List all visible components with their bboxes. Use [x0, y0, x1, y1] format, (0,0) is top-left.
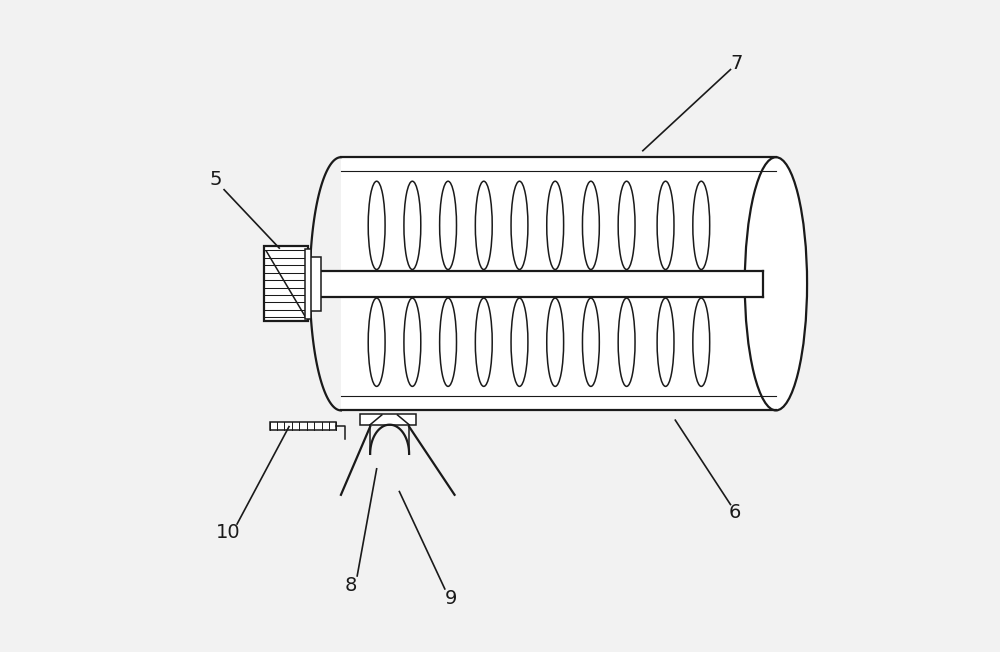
Ellipse shape [511, 181, 528, 269]
Ellipse shape [582, 181, 599, 269]
Text: 5: 5 [209, 170, 222, 190]
Text: 9: 9 [445, 589, 457, 608]
Ellipse shape [511, 298, 528, 387]
Text: 10: 10 [216, 523, 241, 542]
Ellipse shape [368, 298, 385, 387]
Bar [270, 271, 763, 297]
Ellipse shape [475, 181, 492, 269]
Ellipse shape [582, 298, 599, 387]
Ellipse shape [547, 181, 564, 269]
Ellipse shape [745, 157, 807, 410]
Ellipse shape [618, 298, 635, 387]
Bar [360, 413, 416, 425]
Ellipse shape [657, 181, 674, 269]
Bar [264, 246, 308, 321]
Ellipse shape [475, 298, 492, 387]
Text: 8: 8 [344, 576, 357, 595]
Ellipse shape [368, 181, 385, 269]
Text: 6: 6 [729, 503, 741, 522]
Ellipse shape [693, 181, 710, 269]
Ellipse shape [618, 181, 635, 269]
Bar [341, 157, 776, 410]
Ellipse shape [440, 298, 457, 387]
Bar [270, 422, 336, 430]
Bar [308, 256, 321, 311]
Ellipse shape [657, 298, 674, 387]
Ellipse shape [404, 181, 421, 269]
Bar [305, 249, 311, 319]
Ellipse shape [440, 181, 457, 269]
Text: 7: 7 [731, 53, 743, 72]
Ellipse shape [404, 298, 421, 387]
Ellipse shape [547, 298, 564, 387]
Ellipse shape [693, 298, 710, 387]
